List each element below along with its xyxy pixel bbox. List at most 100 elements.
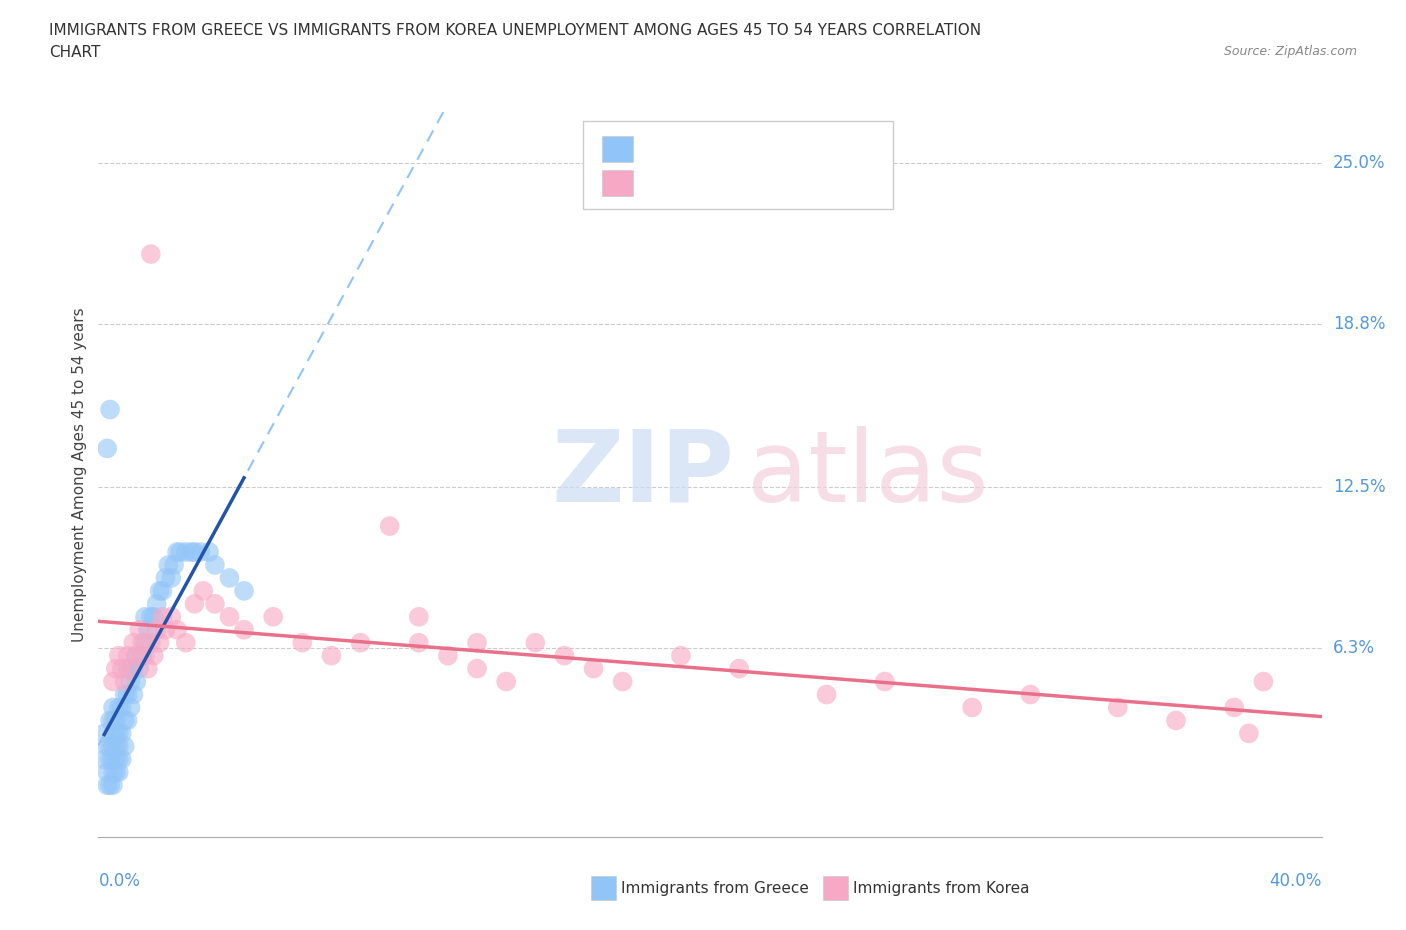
Point <box>1237 726 1260 741</box>
Point <box>136 661 159 676</box>
Text: 40.0%: 40.0% <box>1270 871 1322 890</box>
Point <box>218 609 240 624</box>
Point <box>155 622 177 637</box>
Point <box>873 674 896 689</box>
Text: Immigrants from Greece: Immigrants from Greece <box>621 881 810 896</box>
Point <box>149 583 172 598</box>
Point <box>101 726 124 741</box>
Point <box>152 583 174 598</box>
Point <box>437 648 460 663</box>
Point <box>131 648 153 663</box>
Point <box>139 635 162 650</box>
Text: 18.8%: 18.8% <box>1333 315 1385 333</box>
Point <box>120 674 142 689</box>
Point <box>180 545 202 560</box>
Point <box>524 635 547 650</box>
Point <box>122 687 145 702</box>
Point <box>117 661 139 676</box>
Point <box>204 596 226 611</box>
Point <box>465 661 488 676</box>
Point <box>349 635 371 650</box>
Point <box>218 570 240 585</box>
Point <box>111 700 134 715</box>
Point <box>101 674 124 689</box>
Text: CHART: CHART <box>49 45 101 60</box>
Point <box>96 441 118 456</box>
Point <box>233 622 256 637</box>
Point <box>104 738 127 753</box>
Point <box>1019 687 1042 702</box>
Point <box>134 648 156 663</box>
Point <box>108 764 131 779</box>
Point <box>93 726 115 741</box>
Text: atlas: atlas <box>747 426 988 523</box>
Point <box>233 583 256 598</box>
Point <box>96 738 118 753</box>
Point <box>104 764 127 779</box>
Text: 6.3%: 6.3% <box>1333 639 1375 657</box>
Point <box>321 648 343 663</box>
Point <box>960 700 983 715</box>
Point <box>98 402 121 417</box>
Point <box>104 726 127 741</box>
Point <box>108 726 131 741</box>
Point <box>93 751 115 766</box>
Point <box>101 751 124 766</box>
Point <box>96 764 118 779</box>
Point <box>120 661 142 676</box>
Point <box>408 609 430 624</box>
Point <box>198 545 221 560</box>
Point <box>98 751 121 766</box>
Point <box>108 648 131 663</box>
Point <box>160 609 183 624</box>
Point <box>291 635 314 650</box>
Point <box>134 609 156 624</box>
Point <box>183 545 205 560</box>
Point <box>1223 700 1246 715</box>
Point <box>98 713 121 728</box>
Point <box>145 596 167 611</box>
Point <box>145 622 167 637</box>
Text: Immigrants from Korea: Immigrants from Korea <box>853 881 1031 896</box>
Point <box>1107 700 1129 715</box>
Point <box>183 596 205 611</box>
Point <box>101 738 124 753</box>
Point <box>101 764 124 779</box>
Text: ZIP: ZIP <box>551 426 734 523</box>
Point <box>128 661 150 676</box>
Point <box>169 545 191 560</box>
Point <box>1253 674 1275 689</box>
Text: N = 53: N = 53 <box>780 174 842 193</box>
Point <box>728 661 751 676</box>
Point <box>128 622 150 637</box>
Point <box>612 674 634 689</box>
Text: R = 0.046: R = 0.046 <box>641 174 731 193</box>
Point <box>163 558 186 573</box>
Point <box>122 635 145 650</box>
Point <box>125 648 148 663</box>
Point <box>155 570 177 585</box>
Point <box>125 674 148 689</box>
Point <box>108 738 131 753</box>
Point <box>117 713 139 728</box>
Point <box>98 777 121 792</box>
Point <box>114 687 136 702</box>
Point <box>101 777 124 792</box>
Point <box>101 700 124 715</box>
Point <box>108 700 131 715</box>
Point <box>139 246 162 261</box>
Point <box>142 648 165 663</box>
Point <box>117 648 139 663</box>
Point <box>188 545 212 560</box>
Point <box>262 609 284 624</box>
Point <box>142 609 165 624</box>
Point <box>815 687 838 702</box>
Text: N = 65: N = 65 <box>780 140 842 158</box>
Point <box>408 635 430 650</box>
Point <box>495 674 517 689</box>
Point <box>120 700 142 715</box>
Point <box>204 558 226 573</box>
Point <box>98 738 121 753</box>
Point <box>553 648 575 663</box>
Point <box>104 751 127 766</box>
